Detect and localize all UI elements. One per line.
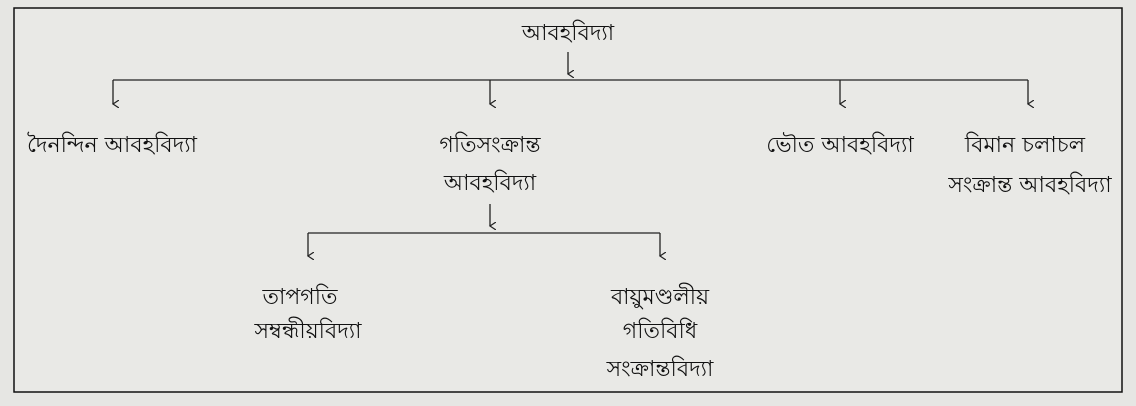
- node-label: বিমান চলাচল: [964, 132, 1086, 158]
- node-label: গতিবিধি: [623, 318, 698, 344]
- node-label: বায়ুমণ্ডলীয়: [610, 283, 710, 310]
- node-label: আবহবিদ্যা: [443, 170, 537, 196]
- node-label: গতিসংক্রান্ত: [439, 132, 541, 158]
- node-label: তাপগতি: [261, 284, 338, 310]
- node-label: সম্বন্ধীয়বিদ্যা: [253, 317, 362, 344]
- node-label: আবহবিদ্যা: [521, 20, 615, 46]
- node-label: দৈনন্দিন আবহবিদ্যা: [27, 132, 198, 158]
- node-label: সংক্রান্ত আবহবিদ্যা: [947, 172, 1112, 198]
- labels: আবহবিদ্যা দৈনন্দিন আবহবিদ্যা গতিসংক্রান্…: [27, 20, 1112, 382]
- node-label: সংক্রান্তবিদ্যা: [606, 356, 714, 382]
- node-label: ভৌত আবহবিদ্যা: [766, 132, 914, 158]
- connectors: [113, 52, 1028, 256]
